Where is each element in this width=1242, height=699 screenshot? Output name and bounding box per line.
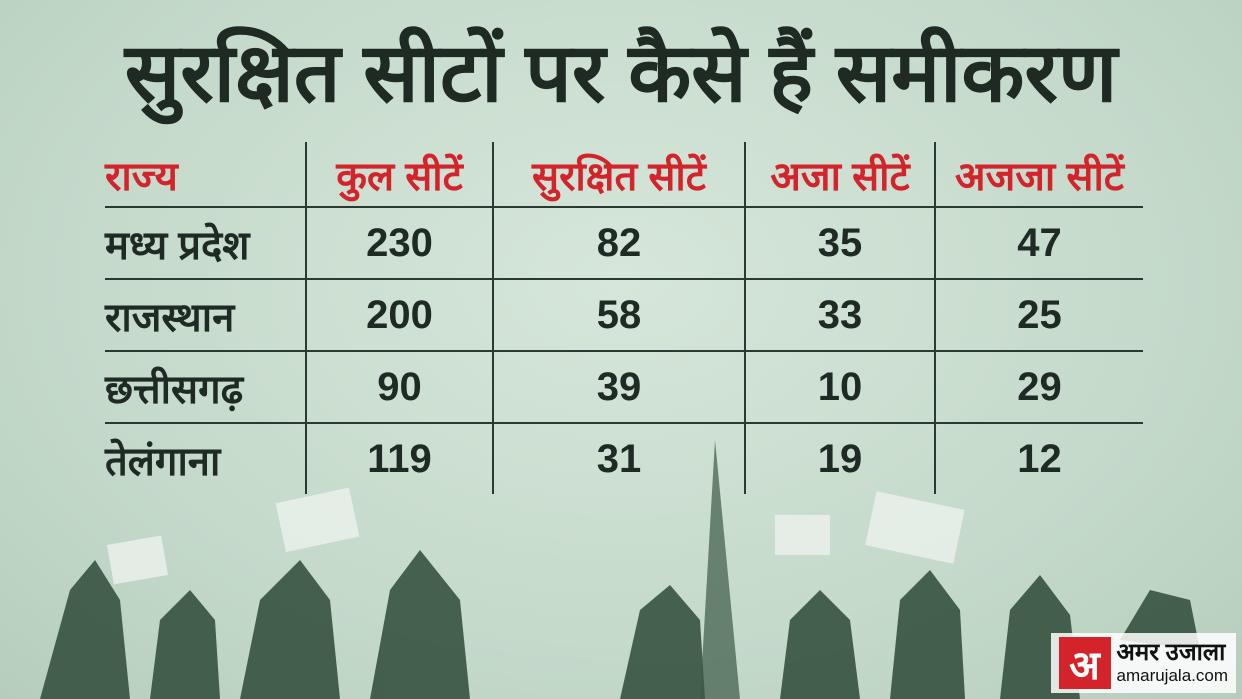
cell: 82 — [492, 207, 745, 280]
cell: 12 — [934, 423, 1143, 494]
header-row: राज्य कुल सीटें सुरक्षित सीटें अजा सीटें अजज… — [105, 142, 1143, 208]
cell: 58 — [492, 279, 745, 352]
row-label: राज्य — [105, 142, 306, 208]
row-label: मध्य प्रदेश — [105, 207, 306, 280]
data-row: छत्तीसगढ़ 90 39 10 29 — [105, 351, 1143, 424]
cell: 10 — [744, 351, 935, 424]
title: सुरक्षित सीटों पर कैसे हैं समीकरण — [124, 28, 1118, 119]
cell: अजा सीटें — [744, 142, 935, 208]
cell: 33 — [744, 279, 935, 352]
cell: 35 — [744, 207, 935, 280]
row-label: तेलंगाना — [105, 439, 221, 484]
row-label: छत्तीसगढ़ — [105, 351, 306, 424]
data-row: मध्य प्रदेश 230 82 35 47 — [105, 207, 1143, 280]
cell: सुरक्षित सीटें — [492, 142, 745, 208]
cell: कुल सीटें — [305, 142, 493, 208]
cell: 119 — [305, 423, 493, 494]
cell: 31 — [492, 423, 745, 494]
logo-site: amarujala.com — [1116, 666, 1229, 686]
cell: 230 — [305, 207, 493, 280]
cell: अजजा सीटें — [934, 142, 1143, 208]
data-row: तेलंगाना 119 31 19 12 — [105, 423, 1143, 494]
cell: 19 — [744, 423, 935, 494]
seat-table: राज्य कुल सीटें सुरक्षित सीटें अजा सीटें अजज… — [105, 142, 1143, 494]
logo-name: अमर उजाला — [1116, 638, 1226, 666]
cell: 47 — [934, 207, 1143, 280]
cell: 90 — [305, 351, 493, 424]
cell: 29 — [934, 351, 1143, 424]
row-label: राजस्थान — [105, 279, 306, 352]
cell: 200 — [305, 279, 493, 352]
cell: 25 — [934, 279, 1143, 352]
data-row: राजस्थान 200 58 33 25 — [105, 279, 1143, 352]
cell: 39 — [492, 351, 745, 424]
logo-mark: अ — [1058, 637, 1111, 689]
logo: अ अमर उजाला amarujala.com — [1050, 633, 1236, 693]
